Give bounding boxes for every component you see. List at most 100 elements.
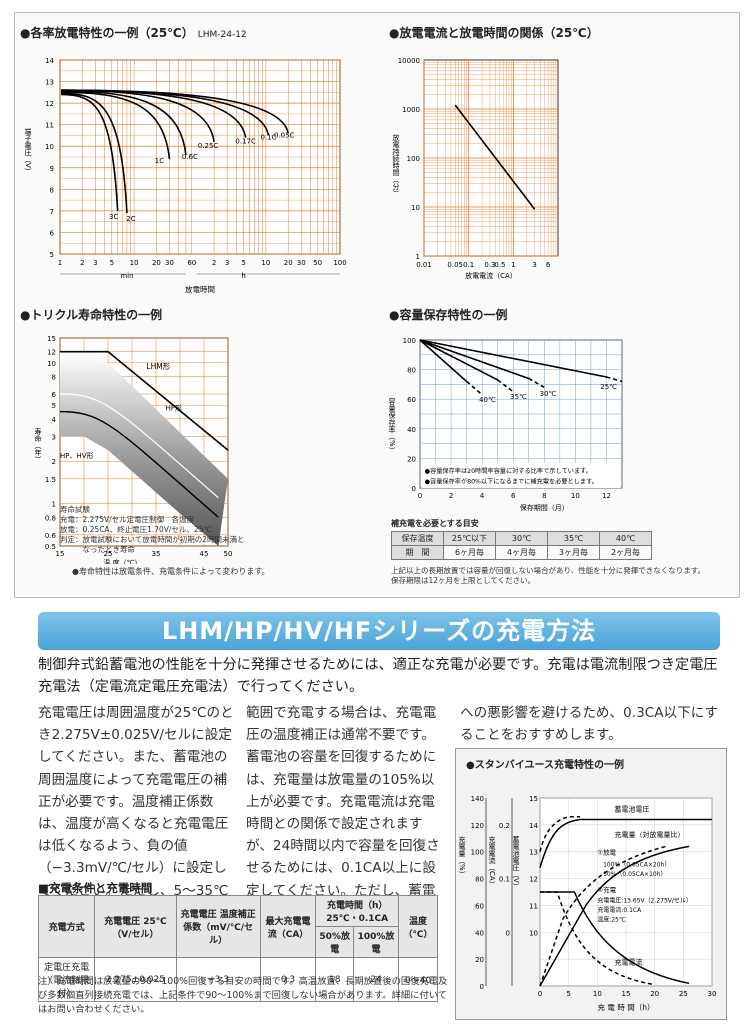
voltage-curve-dashed [539,816,581,852]
axis2-label: 充電電流（CA） [488,835,496,888]
y-tick-label: 60 [407,396,416,404]
charge-table-note: 注）充電時間は放電量の90〜100%回復する目安の時間です。高温放置、長期放置後… [38,976,448,1015]
pct-tick-label: 60 [475,902,484,910]
y-tick-label: 13 [45,79,54,87]
discharge-curve [60,90,187,155]
y-tick-label: 11 [45,122,54,130]
x-tick-label: 35 [152,550,161,558]
discharge-chart-title: ●各率放電特性の一例（25℃） LHM-24-12 [20,26,247,40]
x-tick-label: 25 [104,550,113,558]
y-tick-label: 0.8 [45,514,56,522]
y-tick-label: 4 [52,416,57,424]
x-tick-label: 10 [261,259,270,267]
series-label-hp-hv: HP、HV形 [60,452,94,460]
legend-cc: 充電電流:0.1CA [597,906,642,914]
curve-label: 2C [126,215,135,223]
retention-note-2: ●容量保存率が80%以下になるまでに補充電を必要とします。 [425,478,598,486]
y-tick-label: 7 [50,208,54,216]
ca-tick-label: 0 [506,929,510,937]
pct-tick-label: 0 [480,983,484,991]
retention-line [419,339,468,383]
current-label: 充電電流 [615,958,643,967]
x-tick-label: 1 [511,261,515,269]
current-time-chart-title: ●放電電流と放電時間の関係（25℃） [389,26,599,40]
x-tick-label: 0.01 [416,261,432,269]
y-tick-label: 1.5 [45,476,56,484]
y-tick-label: 1000 [402,106,420,114]
body-col-2: 範囲で充電する場合は、充電電圧の温度補正は通常不要です。蓄電池の容量を回復するた… [246,705,440,921]
retention-note-1: ●容量保存率は20時間率容量に対する比率で示しています。 [425,467,592,475]
pct-tick-label: 100 [471,849,484,857]
retention-chart-title: ●容量保存特性の一例 [389,308,508,322]
legend-100: 100%（0.05CA×20h） [603,861,670,868]
y-tick-label: 1 [52,501,56,509]
x-tick-label: 10 [130,259,139,267]
charge-table-title: ■充電条件と充電時間 [38,881,153,895]
x-tick-label: 60 [187,259,196,267]
discharge-curve [60,89,289,134]
h-unit-label: h [241,272,245,280]
x-axis-label: 充 電 時 間（h） [598,1002,655,1012]
x-tick-label: 3 [532,261,536,269]
discharge-curve [60,91,171,160]
x-tick-label: 20 [284,259,293,267]
trickle-footnote: ●寿命特性は放電条件、充電条件によって変わります。 [72,567,270,576]
x-tick-label: 0.05 [447,261,463,269]
pct-tick-label: 40 [475,929,484,937]
axis1-label: 充電量（%） [458,835,466,877]
y-tick-label: 3 [52,433,56,441]
pct-tick-label: 80 [475,876,484,884]
curve-label: 0.25C [198,142,219,150]
x-tick-label: 10 [593,990,602,998]
current-curve-dashed [540,891,655,986]
x-tick-label: 0 [418,492,422,500]
x-tick-label: 20 [152,259,161,267]
x-tick-label: 50 [313,259,322,267]
y-tick-label: 12 [47,349,56,357]
series-label: 40℃ [479,396,496,404]
trickle-chart-title: ●トリクル寿命特性の一例 [20,308,163,322]
retention-footnote: 上記以上の長期放置では容量が回復しない場合があり、性能を十分に発揮できなくなりま… [391,566,705,585]
y-tick-label: 10 [45,143,54,151]
x-tick-label: 0 [538,990,542,998]
y-tick-label: 20 [407,455,416,463]
charge-table: 充電方式 充電電圧 25℃（V/セル） 充電電圧 温度補正係数（mV/℃/セル）… [37,895,438,1002]
v-tick-label: 15 [529,795,538,803]
discharge-curve [60,93,119,211]
x-tick-label: 30 [708,990,717,998]
lhm-line [60,350,229,451]
y-tick-label: 10000 [398,57,420,65]
x-axis-label: 放電時間 [185,284,215,294]
legend-discharge: ①放電 [597,847,616,856]
x-tick-label: 15 [56,550,65,558]
axis3-label: 蓄電池電圧（V） [512,835,520,890]
curve-label: 3C [109,213,118,221]
x-tick-label: 45 [200,550,209,558]
x-tick-label: 3 [93,259,97,267]
x-axis-label: 放電電流（CA） [465,271,517,280]
y-tick-label: 5 [52,402,56,410]
retention-dashed [466,380,483,396]
x-tick-label: 5 [241,259,245,267]
recharge-table-title: 補充電を必要とする目安 [391,519,479,528]
pct-tick-label: 120 [471,822,484,830]
curve-label: 0.6C [182,153,198,161]
retention-line [419,339,499,381]
x-tick-label: 2 [212,259,216,267]
legend-cv: 充電電圧:13.65V（2.275V/セル） [597,897,692,905]
v-tick-label: 14 [529,822,538,830]
x-tick-label: 2 [80,259,84,267]
x-tick-label: 5 [566,990,570,998]
curve-label: 1C [155,157,164,165]
y-tick-label: 5 [50,251,54,259]
retention-dashed [528,377,545,389]
legend-charge: ②充電 [597,885,616,894]
y-tick-label: 15 [47,335,56,343]
v-tick-label: 12 [529,876,538,884]
y-tick-label: 14 [45,57,54,65]
legend-temp: 温度:25℃ [597,916,626,924]
x-tick-label: 6 [546,261,551,269]
